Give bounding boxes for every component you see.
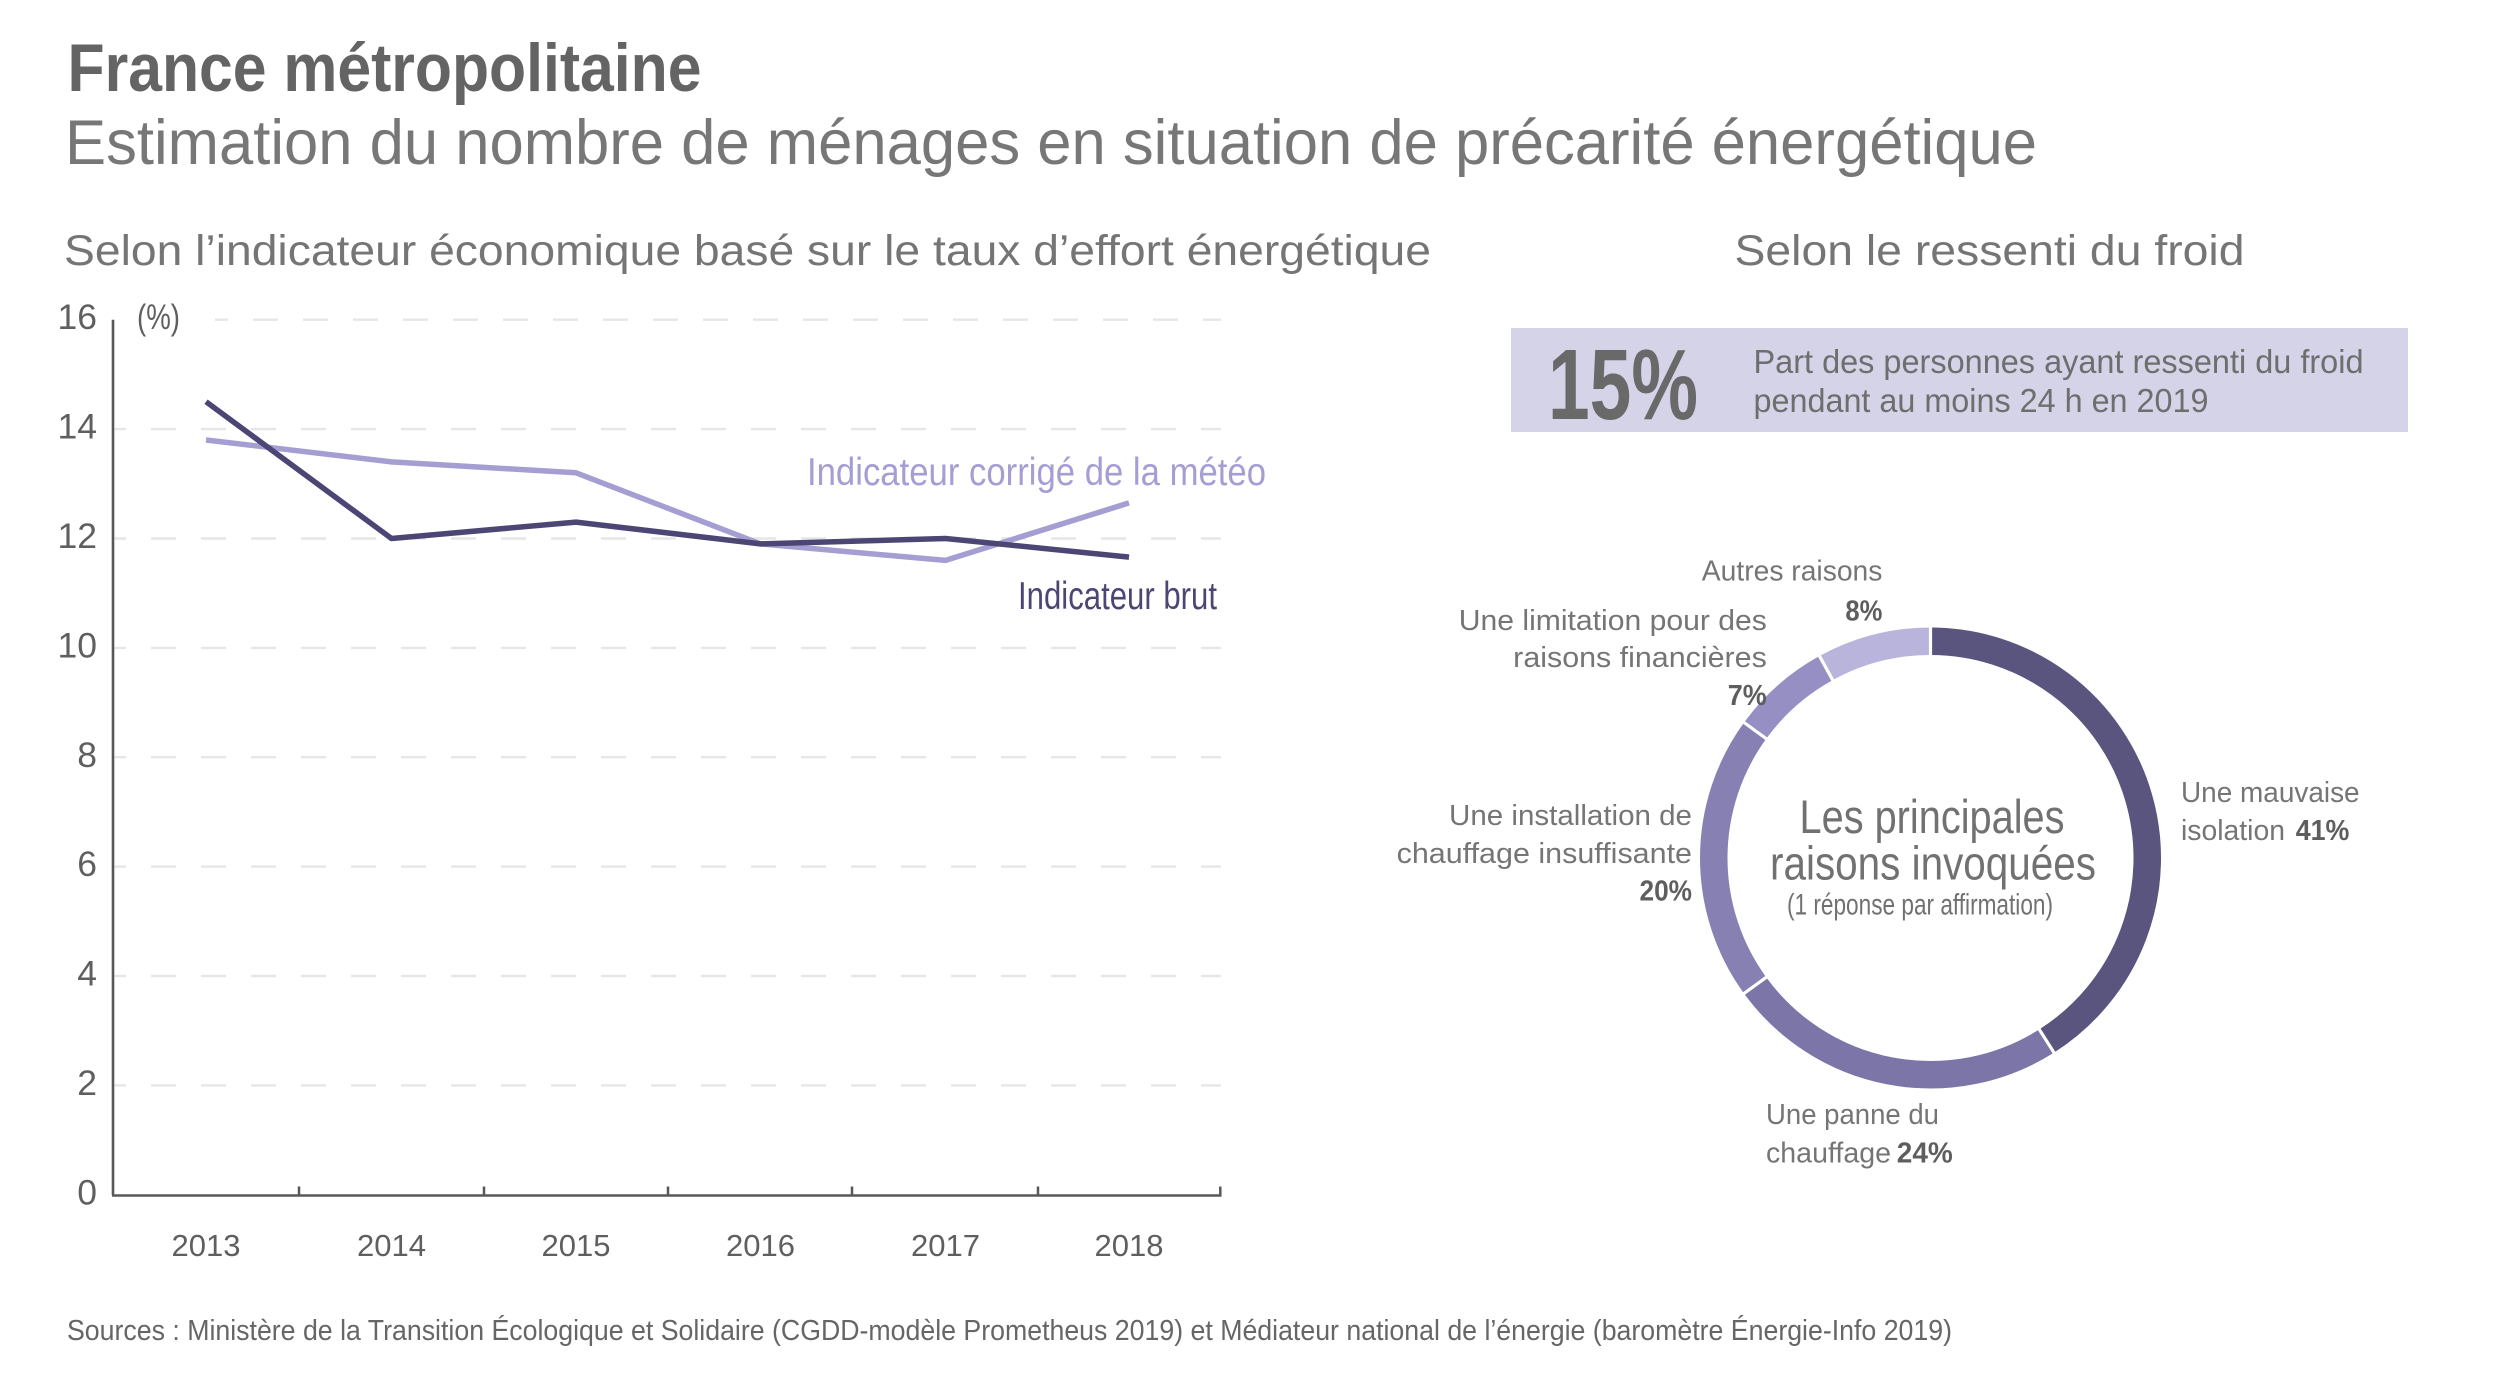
- svg-text:isolation: isolation: [2181, 815, 2285, 847]
- svg-text:2015: 2015: [542, 1228, 611, 1263]
- svg-text:2013: 2013: [172, 1228, 241, 1263]
- svg-text:Indicateur brut: Indicateur brut: [1018, 575, 1217, 618]
- svg-text:chauffage: chauffage: [1766, 1138, 1891, 1170]
- svg-text:Part des personnes ayant resse: Part des personnes ayant ressenti du fro…: [1754, 344, 2364, 381]
- svg-text:chauffage insuffisante: chauffage insuffisante: [1397, 838, 1692, 870]
- svg-text:Autres raisons: Autres raisons: [1702, 556, 1883, 588]
- svg-text:pendant au moins 24 h en 2019: pendant au moins 24 h en 2019: [1754, 383, 2209, 420]
- svg-text:8%: 8%: [1845, 596, 1882, 628]
- svg-text:Selon le ressenti du froid: Selon le ressenti du froid: [1735, 228, 2245, 275]
- svg-text:France métropolitaine: France métropolitaine: [68, 30, 702, 106]
- svg-text:2017: 2017: [911, 1228, 980, 1263]
- svg-text:14: 14: [58, 407, 98, 447]
- svg-text:2: 2: [77, 1063, 97, 1103]
- svg-text:0: 0: [77, 1172, 97, 1212]
- svg-text:24%: 24%: [1897, 1138, 1953, 1170]
- svg-text:10: 10: [58, 625, 98, 665]
- svg-text:6: 6: [77, 844, 97, 884]
- svg-text:Une panne du: Une panne du: [1766, 1099, 1939, 1131]
- svg-text:2014: 2014: [357, 1228, 426, 1263]
- svg-text:Une installation de: Une installation de: [1449, 800, 1692, 832]
- svg-text:Sources : Ministère de la Tran: Sources : Ministère de la Transition Éco…: [67, 1315, 1952, 1347]
- svg-text:Les principales: Les principales: [1800, 790, 2065, 843]
- svg-text:2016: 2016: [726, 1228, 795, 1263]
- svg-text:20%: 20%: [1640, 876, 1693, 908]
- svg-text:2018: 2018: [1095, 1228, 1164, 1263]
- svg-text:7%: 7%: [1728, 680, 1767, 712]
- svg-text:41%: 41%: [2296, 815, 2350, 847]
- svg-text:(%): (%): [137, 298, 180, 337]
- svg-text:Selon l’indicateur économique: Selon l’indicateur économique basé sur l…: [64, 228, 1431, 275]
- svg-text:Estimation du nombre de ménage: Estimation du nombre de ménages en situa…: [65, 108, 2037, 178]
- svg-text:Une mauvaise: Une mauvaise: [2181, 777, 2360, 809]
- svg-text:15%: 15%: [1548, 329, 1698, 441]
- svg-text:Une limitation pour des: Une limitation pour des: [1459, 605, 1767, 637]
- svg-text:4: 4: [77, 954, 97, 994]
- svg-text:Indicateur corrigé de la météo: Indicateur corrigé de la météo: [807, 451, 1266, 494]
- svg-text:raisons invoquées: raisons invoquées: [1770, 837, 2096, 890]
- svg-text:(1 réponse par affirmation): (1 réponse par affirmation): [1787, 889, 2053, 922]
- svg-text:raisons financières: raisons financières: [1513, 642, 1767, 674]
- svg-text:16: 16: [58, 297, 98, 337]
- svg-text:8: 8: [77, 735, 97, 775]
- svg-text:12: 12: [58, 516, 98, 556]
